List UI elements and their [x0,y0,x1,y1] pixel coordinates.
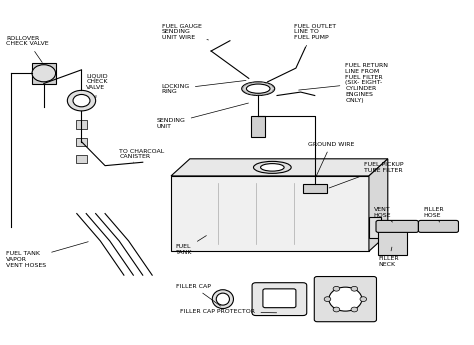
Text: SENDING
UNIT: SENDING UNIT [157,103,248,129]
Bar [32,63,55,83]
Text: LOCKING
RING: LOCKING RING [162,80,246,94]
Text: FILLER CAP PROTECTOR: FILLER CAP PROTECTOR [181,309,277,314]
Text: FUEL
TANK: FUEL TANK [176,236,206,255]
Bar [303,185,327,193]
FancyBboxPatch shape [252,283,307,316]
Ellipse shape [254,161,291,173]
FancyBboxPatch shape [263,289,296,308]
FancyBboxPatch shape [376,220,419,233]
Circle shape [333,286,340,291]
Text: FILLER CAP: FILLER CAP [176,284,220,306]
Text: VENT
HOSE: VENT HOSE [374,207,392,222]
Bar [171,176,369,251]
Circle shape [333,307,340,312]
Ellipse shape [381,223,404,231]
FancyBboxPatch shape [419,220,458,233]
Bar [76,155,87,163]
Text: GROUND WIRE: GROUND WIRE [308,142,354,177]
Circle shape [32,65,55,82]
Polygon shape [369,159,388,251]
Circle shape [73,95,90,107]
Ellipse shape [242,82,275,96]
Text: LIQUID
CHECK
VALVE: LIQUID CHECK VALVE [86,73,108,98]
Bar [369,217,381,237]
Ellipse shape [216,293,229,305]
Text: FUEL RETURN
LINE FROM
FUEL FILTER
(SIX- EIGHT-
CYLINDER
ENGINES
ONLY): FUEL RETURN LINE FROM FUEL FILTER (SIX- … [299,63,388,103]
Circle shape [360,297,366,302]
Bar [251,116,265,137]
Text: ROLLOVER
CHECK VALVE: ROLLOVER CHECK VALVE [6,36,49,62]
Bar [76,138,87,146]
Text: FILLER
NECK: FILLER NECK [378,247,399,267]
Text: FUEL PICKUP
TUBE FILTER: FUEL PICKUP TUBE FILTER [329,162,404,188]
Circle shape [67,90,96,111]
Circle shape [351,307,357,312]
Ellipse shape [246,84,270,93]
FancyBboxPatch shape [314,277,376,322]
Text: FUEL OUTLET
LINE TO
FUEL PUMP: FUEL OUTLET LINE TO FUEL PUMP [293,24,336,48]
Text: TO CHARCOAL
CANISTER: TO CHARCOAL CANISTER [119,149,164,162]
Text: FUEL GAUGE
SENDING
UNIT WIRE: FUEL GAUGE SENDING UNIT WIRE [162,24,209,40]
Text: FUEL TANK
VAPOR
VENT HOSES: FUEL TANK VAPOR VENT HOSES [6,242,88,268]
Ellipse shape [212,290,234,308]
Ellipse shape [329,287,362,311]
Circle shape [351,286,357,291]
Bar [76,120,87,129]
Polygon shape [171,159,388,176]
Text: FILLER
HOSE: FILLER HOSE [423,207,444,222]
Bar [378,227,407,255]
Ellipse shape [261,164,284,171]
Circle shape [324,297,331,302]
